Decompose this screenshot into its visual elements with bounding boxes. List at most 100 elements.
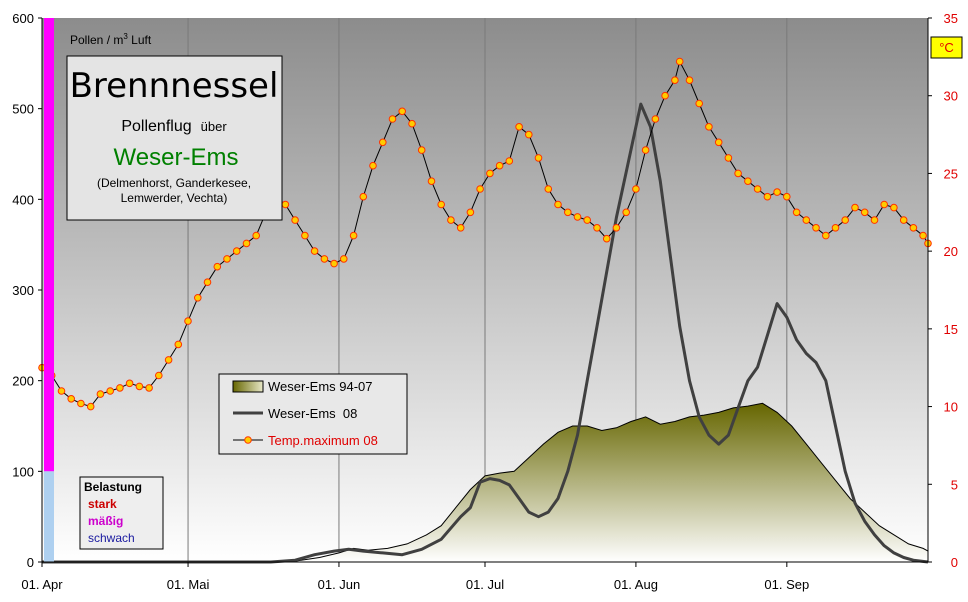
intensity-level-moderate: mäßig <box>88 514 123 528</box>
intensity-level-weak: schwach <box>88 531 135 545</box>
temp-point <box>476 185 484 193</box>
temp-point <box>486 169 494 178</box>
x-tick-label: 01. Jun <box>318 577 361 592</box>
left-axis-ticks: 0 100 200 300 400 500 600 <box>12 11 42 570</box>
temp-point <box>86 402 95 411</box>
celsius-badge-box <box>930 36 963 59</box>
chart-subtitle-main: Pollenflug <box>121 118 191 135</box>
title-box: Brennnessel Pollenflug über Weser-Ems (De… <box>66 55 283 221</box>
right-tick-label: 15 <box>944 322 958 337</box>
temp-point <box>427 177 436 185</box>
temp-point <box>695 99 704 108</box>
temp-point <box>369 161 377 170</box>
temp-point <box>125 379 134 388</box>
x-tick-label: 01. Aug <box>614 577 658 592</box>
intensity-legend: Belastung stark mäßig schwach <box>79 476 164 550</box>
temp-point <box>194 294 202 302</box>
temp-point <box>340 255 348 263</box>
temp-point <box>515 123 523 131</box>
temp-point <box>67 395 75 403</box>
left-tick-label: 200 <box>12 374 34 389</box>
temp-point <box>96 390 105 398</box>
legend-label-line: Weser-Ems 08 <box>268 406 357 421</box>
temp-point <box>651 115 660 123</box>
temp-point <box>554 200 562 209</box>
temp-point <box>447 216 455 224</box>
temp-point <box>359 192 368 201</box>
temp-point <box>544 185 553 193</box>
temp-point <box>398 107 407 116</box>
temp-point <box>349 231 358 240</box>
temp-point <box>783 192 791 201</box>
legend-label-area: Weser-Ems 94-07 <box>268 379 373 394</box>
temp-point <box>890 203 898 212</box>
temp-point <box>466 208 475 217</box>
series-line-2008 <box>42 102 929 564</box>
temp-point <box>632 185 640 193</box>
temp-point <box>145 384 153 392</box>
legend-swatch-temp-marker <box>244 436 252 444</box>
temp-point <box>408 119 416 128</box>
temp-point <box>223 255 231 263</box>
intensity-legend-title: Belastung <box>84 480 142 494</box>
temp-point <box>505 157 514 165</box>
right-tick-label: 25 <box>944 166 958 181</box>
right-tick-label: 5 <box>951 477 958 492</box>
temp-point <box>281 200 290 209</box>
line-2008-path <box>42 102 929 564</box>
series-temp-maximum-2008 <box>38 57 932 411</box>
left-axis-unit-sup: 3 <box>123 32 128 41</box>
legend-label-temp: Temp.maximum 08 <box>268 433 378 448</box>
temp-point <box>252 231 261 240</box>
temp-point <box>135 382 144 391</box>
temp-point <box>106 387 114 395</box>
temp-point <box>831 224 840 232</box>
temp-point <box>724 154 733 162</box>
left-axis-unit-end: Luft <box>128 33 152 47</box>
temp-point <box>417 146 426 154</box>
region-label: Weser-Ems <box>114 144 239 171</box>
temp-point <box>164 356 173 364</box>
temp-point <box>802 216 811 224</box>
chart-subtitle: Pollenflug über <box>121 118 227 135</box>
x-tick-label: 01. Sep <box>764 577 809 592</box>
temp-point <box>714 138 723 147</box>
left-tick-label: 300 <box>12 283 34 298</box>
left-tick-label: 500 <box>12 102 34 117</box>
temp-point <box>841 216 850 224</box>
left-axis-unit-base: Pollen / m <box>70 33 123 47</box>
temp-point <box>851 203 859 212</box>
temp-point <box>573 213 582 221</box>
x-tick-label: 01. Apr <box>21 577 63 592</box>
right-tick-label: 30 <box>944 89 958 104</box>
locations-line-2: Lemwerder, Vechta) <box>121 191 228 205</box>
temp-point <box>671 76 679 84</box>
legend: Weser-Ems 94-07 Weser-Ems 08 Temp.maximu… <box>218 373 408 455</box>
right-tick-label: 0 <box>951 555 958 570</box>
temp-point <box>685 76 694 84</box>
left-axis-unit-label: Pollen / m3 Luft <box>70 32 152 47</box>
temp-point <box>675 57 684 66</box>
temp-point <box>641 146 650 154</box>
temp-point <box>57 387 66 395</box>
temp-point <box>301 231 309 240</box>
left-tick-label: 0 <box>27 555 34 570</box>
intensity-bar-moderate <box>44 18 54 472</box>
temp-point <box>174 340 183 349</box>
temp-point <box>744 177 752 185</box>
right-axis-ticks: 0 5 10 15 20 25 30 35 <box>928 11 958 570</box>
temp-point <box>310 247 319 255</box>
temp-point <box>860 208 869 217</box>
temp-point <box>880 200 889 209</box>
temp-point <box>812 224 820 232</box>
temp-point <box>705 123 713 131</box>
legend-swatch-area <box>232 380 264 393</box>
intensity-bar-weak <box>44 471 54 562</box>
temp-point <box>602 234 611 243</box>
temp-point <box>232 247 241 255</box>
temp-point <box>534 154 543 162</box>
temp-point <box>525 130 533 139</box>
right-tick-label: 35 <box>944 11 958 26</box>
x-tick-label: 01. Mai <box>167 577 210 592</box>
